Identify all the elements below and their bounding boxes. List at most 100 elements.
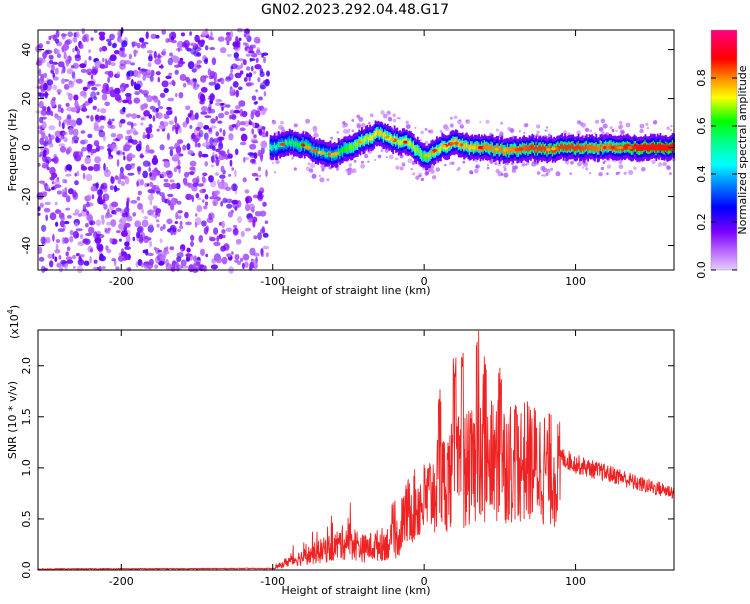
- ridge-hotspot: [616, 146, 624, 150]
- noise-speckle: [119, 166, 124, 173]
- noise-speckle: [121, 86, 124, 93]
- noise-speckle: [59, 145, 67, 153]
- halo-speckle: [615, 171, 619, 176]
- ridge-cell: [296, 142, 299, 148]
- noise-speckle: [80, 68, 87, 73]
- noise-speckle: [62, 178, 66, 184]
- halo-speckle: [536, 130, 540, 134]
- ridge-cell: [355, 141, 358, 148]
- halo-speckle: [348, 163, 353, 167]
- noise-speckle: [148, 258, 154, 266]
- noise-speckle: [179, 220, 183, 227]
- noise-speckle: [94, 156, 101, 164]
- noise-speckle: [156, 112, 163, 119]
- noise-speckle: [239, 121, 246, 126]
- ridge-cell: [602, 145, 604, 152]
- noise-speckle: [101, 182, 108, 190]
- noise-speckle: [257, 191, 263, 197]
- noise-speckle: [116, 230, 121, 234]
- halo-speckle: [310, 163, 315, 169]
- noise-speckle: [57, 61, 65, 68]
- noise-speckle: [118, 223, 123, 230]
- noise-speckle: [168, 33, 172, 39]
- ridge-cell: [288, 139, 291, 145]
- noise-speckle: [48, 143, 54, 148]
- noise-speckle: [65, 207, 71, 211]
- noise-speckle: [136, 196, 141, 201]
- noise-speckle: [175, 212, 179, 220]
- noise-speckle: [250, 65, 254, 72]
- halo-speckle: [305, 118, 311, 124]
- halo-speckle: [494, 162, 498, 166]
- ridge-cell: [407, 140, 410, 146]
- noise-speckle: [231, 183, 238, 192]
- noise-speckle: [240, 230, 245, 238]
- noise-speckle: [113, 50, 121, 55]
- noise-speckle: [148, 123, 153, 130]
- noise-speckle: [110, 143, 118, 152]
- noise-speckle: [51, 181, 55, 185]
- noise-speckle: [136, 180, 140, 187]
- noise-speckle: [137, 190, 142, 196]
- noise-speckle: [101, 217, 105, 225]
- noise-speckle: [149, 172, 152, 177]
- noise-speckle: [244, 189, 250, 194]
- noise-speckle: [156, 55, 163, 58]
- ridge-cell: [606, 144, 609, 150]
- noise-speckle: [234, 206, 238, 211]
- ridge-hotspot: [494, 147, 499, 152]
- noise-speckle: [228, 124, 234, 132]
- noise-speckle: [118, 255, 124, 262]
- noise-speckle: [211, 57, 217, 66]
- colorbar-tick-label: 0.8: [695, 69, 708, 87]
- noise-speckle: [68, 127, 74, 135]
- ridge-cell: [467, 144, 470, 150]
- halo-speckle: [669, 172, 672, 176]
- spectrogram-x-axis-label: Height of straight line (km): [281, 284, 430, 297]
- noise-speckle: [217, 136, 225, 141]
- noise-speckle: [234, 72, 242, 79]
- ridge-cell: [581, 145, 584, 151]
- noise-speckle: [118, 252, 122, 256]
- noise-speckle: [174, 69, 179, 75]
- ridge-cell: [452, 138, 455, 145]
- ridge-cell: [560, 143, 562, 149]
- ridge-cell: [463, 144, 465, 150]
- snr-marks: [37, 330, 675, 570]
- noise-speckle: [57, 107, 62, 113]
- noise-speckle: [70, 107, 78, 113]
- noise-speckle: [71, 254, 77, 260]
- noise-speckle: [39, 116, 44, 124]
- noise-speckle: [46, 107, 51, 112]
- noise-speckle: [210, 155, 215, 164]
- ridge-cell: [491, 144, 494, 150]
- noise-speckle: [166, 197, 170, 206]
- noise-speckle: [252, 219, 256, 228]
- noise-speckle: [39, 137, 45, 145]
- halo-speckle: [318, 174, 321, 178]
- noise-speckle: [253, 70, 257, 75]
- noise-speckle: [86, 143, 93, 152]
- noise-speckle: [57, 228, 65, 233]
- noise-speckle: [242, 177, 247, 183]
- halo-speckle: [280, 126, 285, 131]
- noise-speckle: [145, 31, 149, 39]
- noise-speckle: [234, 42, 240, 48]
- noise-speckle: [136, 114, 141, 119]
- noise-speckle: [42, 51, 48, 59]
- noise-speckle: [146, 95, 153, 103]
- ridge-cell: [324, 151, 326, 157]
- ridge-cell: [301, 143, 303, 150]
- noise-speckle: [227, 153, 233, 159]
- colorbar-frame: [710, 29, 738, 271]
- halo-speckle: [360, 122, 366, 128]
- noise-speckle: [191, 68, 197, 73]
- noise-speckle: [218, 154, 226, 161]
- snr-y-tick-label: 0.5: [20, 510, 33, 528]
- colorbar-ticks: 0.0 0.2 0.4 0.6 0.8: [695, 69, 737, 279]
- halo-speckle: [319, 177, 325, 183]
- noise-speckle: [155, 71, 161, 76]
- ridge-cell: [448, 142, 450, 149]
- noise-speckle: [120, 248, 125, 254]
- noise-speckle: [189, 125, 193, 129]
